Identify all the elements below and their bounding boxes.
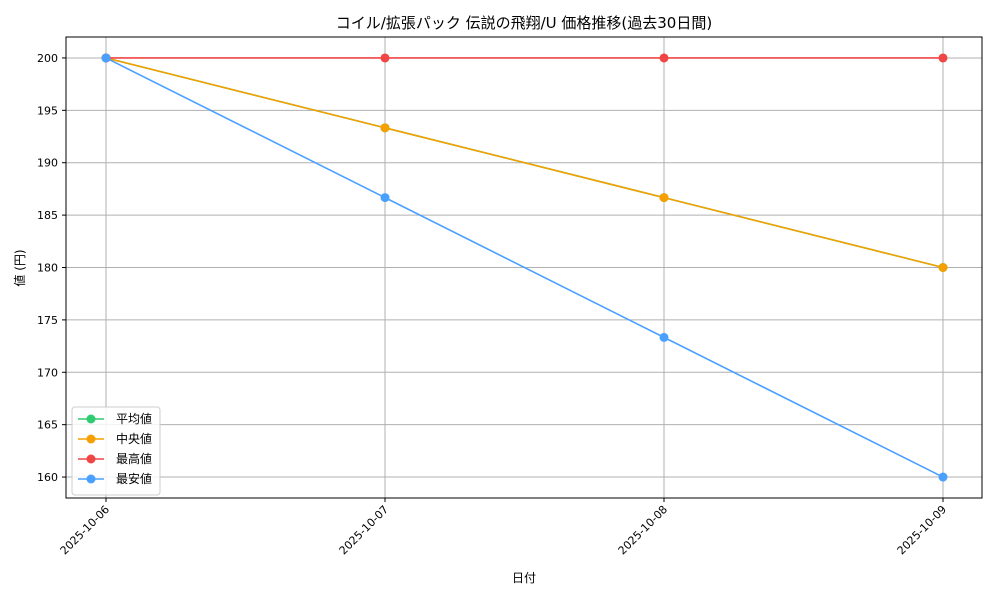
x-tick-label: 2025-10-06	[58, 503, 112, 557]
legend-item: 平均値	[78, 411, 152, 426]
data-point	[380, 53, 390, 63]
y-axis-label: 値 (円)	[12, 249, 27, 286]
data-point	[101, 53, 111, 63]
series-line	[105, 57, 944, 478]
legend-label: 最高値	[116, 451, 152, 466]
legend-item: 最安値	[78, 471, 152, 486]
x-tick-label: 2025-10-08	[616, 503, 670, 557]
data-point	[659, 53, 669, 63]
y-tick-label: 160	[37, 471, 58, 484]
y-tick-label: 200	[37, 52, 58, 65]
x-tick-label: 2025-10-07	[337, 503, 391, 557]
data-point	[380, 123, 390, 133]
data-point	[380, 193, 390, 203]
legend-swatch-marker	[86, 454, 96, 464]
data-point	[938, 263, 948, 272]
y-axis: 160 165 170 175 180 185 190 195 200	[37, 52, 66, 484]
data-point	[938, 53, 948, 63]
x-tick-label: 2025-10-09	[895, 503, 949, 557]
series-line	[105, 57, 944, 269]
legend-label: 平均値	[116, 411, 152, 426]
legend-label: 中央値	[116, 431, 152, 446]
data-point	[659, 193, 669, 203]
y-tick-label: 180	[37, 262, 58, 275]
y-tick-label: 165	[37, 419, 58, 432]
legend-item: 中央値	[78, 431, 152, 446]
y-tick-label: 195	[37, 104, 58, 117]
x-axis-label: 日付	[512, 571, 536, 585]
legend-swatch-marker	[86, 434, 96, 444]
data-point	[938, 472, 948, 482]
legend-label: 最安値	[116, 471, 152, 486]
data-point	[659, 332, 669, 342]
series-3	[101, 53, 948, 482]
chart-title: コイル/拡張パック 伝説の飛翔/U 価格推移(過去30日間)	[336, 14, 712, 32]
legend-box	[71, 406, 161, 496]
series-2	[101, 53, 948, 63]
legend-swatch-marker	[86, 474, 96, 484]
y-tick-label: 170	[37, 366, 58, 379]
legend-swatch-marker	[86, 414, 96, 424]
legend-item: 最高値	[78, 451, 152, 466]
series-layer	[101, 53, 948, 482]
y-tick-label: 190	[37, 157, 58, 170]
x-axis: 2025-10-06 2025-10-07 2025-10-08 2025-10-09	[58, 498, 949, 557]
y-tick-label: 175	[37, 314, 58, 327]
y-tick-label: 185	[37, 209, 58, 222]
